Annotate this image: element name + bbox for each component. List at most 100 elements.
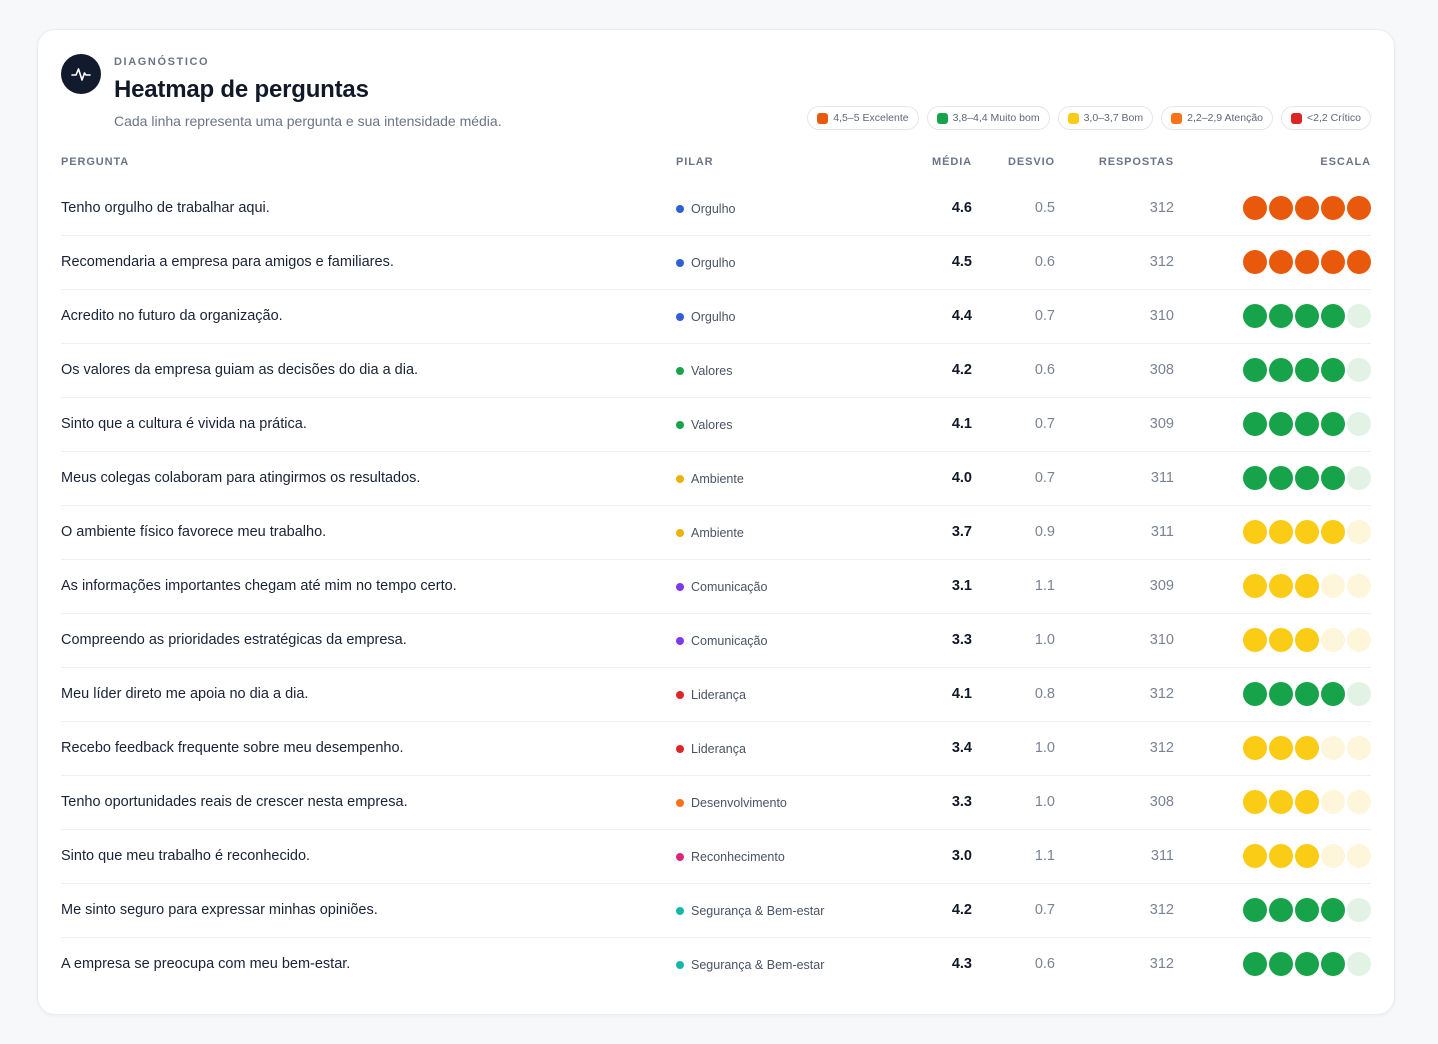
avg-value: 3.4 [951, 740, 972, 756]
section-eyebrow: DIAGNÓSTICO [114, 56, 210, 68]
scale-dot-filled [1243, 682, 1267, 706]
table-row[interactable]: Compreendo as prioridades estratégicas d… [61, 614, 1371, 668]
table-row[interactable]: Meus colegas colaboram para atingirmos o… [61, 452, 1371, 506]
intensity-scale [1243, 466, 1371, 490]
scale-dot-filled [1243, 520, 1267, 544]
pillar-label: Reconhecimento [691, 850, 785, 864]
legend: 4,5–5 Excelente 3,8–4,4 Muito bom 3,0–3,7 … [807, 106, 1371, 130]
table-row[interactable]: Os valores da empresa guiam as decisões … [61, 344, 1371, 398]
legend-label: 3,8–4,4 Muito bom [952, 112, 1040, 124]
legend-label: 3,0–3,7 Bom [1083, 112, 1144, 124]
pillar-dot-icon [676, 529, 684, 537]
pillar-dot-icon [676, 691, 684, 699]
legend-swatch [1067, 112, 1079, 124]
deviation-value: 0.6 [1034, 254, 1055, 270]
table-row[interactable]: O ambiente físico favorece meu trabalho.… [61, 506, 1371, 560]
table-row[interactable]: Recomendaria a empresa para amigos e fam… [61, 236, 1371, 290]
scale-dot-filled [1243, 412, 1267, 436]
intensity-scale [1243, 790, 1371, 814]
intensity-scale [1243, 520, 1371, 544]
scale-dot-filled [1295, 466, 1319, 490]
scale-dot-empty [1321, 628, 1345, 652]
question-text: Me sinto seguro para expressar minhas op… [61, 902, 378, 918]
scale-dot-filled [1269, 790, 1293, 814]
page-title: Heatmap de perguntas [114, 76, 369, 103]
scale-dot-filled [1321, 304, 1345, 328]
legend-chip: 2,2–2,9 Atenção [1161, 106, 1274, 130]
intensity-scale [1243, 844, 1371, 868]
table-row[interactable]: A empresa se preocupa com meu bem-estar.… [61, 938, 1371, 992]
scale-dot-empty [1347, 682, 1371, 706]
scale-dot-filled [1347, 250, 1371, 274]
pillar-dot-icon [676, 313, 684, 321]
question-text: Sinto que a cultura é vivida na prática. [61, 416, 307, 432]
column-header-scale[interactable]: ESCALA [1320, 156, 1371, 168]
scale-dot-empty [1347, 628, 1371, 652]
scale-dot-filled [1347, 196, 1371, 220]
intensity-scale [1243, 358, 1371, 382]
pillar-tag: Orgulho [676, 310, 735, 324]
table-row[interactable]: As informações importantes chegam até mi… [61, 560, 1371, 614]
responses-count: 310 [1149, 632, 1174, 648]
table-row[interactable]: Acredito no futuro da organização. Orgulh… [61, 290, 1371, 344]
avg-value: 4.5 [951, 254, 972, 270]
deviation-value: 0.5 [1034, 200, 1055, 216]
pillar-tag: Desenvolvimento [676, 796, 787, 810]
scale-dot-filled [1269, 304, 1293, 328]
scale-dot-empty [1347, 574, 1371, 598]
pillar-tag: Comunicação [676, 634, 767, 648]
deviation-value: 0.7 [1034, 308, 1055, 324]
table-header: PERGUNTA PILAR MÉDIA DESVIO RESPOSTAS ES… [61, 154, 1371, 174]
question-text: A empresa se preocupa com meu bem-estar. [61, 956, 351, 972]
table-row[interactable]: Recebo feedback frequente sobre meu dese… [61, 722, 1371, 776]
scale-dot-empty [1347, 736, 1371, 760]
column-header-responses[interactable]: RESPOSTAS [1098, 156, 1174, 168]
table-row[interactable]: Tenho oportunidades reais de crescer nes… [61, 776, 1371, 830]
pillar-dot-icon [676, 853, 684, 861]
table-row[interactable]: Meu líder direto me apoia no dia a dia. L… [61, 668, 1371, 722]
table-row[interactable]: Sinto que a cultura é vivida na prática.… [61, 398, 1371, 452]
responses-count: 311 [1150, 524, 1174, 540]
column-header-pillar[interactable]: PILAR [676, 156, 714, 168]
pillar-dot-icon [676, 259, 684, 267]
column-header-avg[interactable]: MÉDIA [932, 156, 972, 168]
scale-dot-filled [1243, 790, 1267, 814]
scale-dot-empty [1321, 844, 1345, 868]
deviation-value: 1.0 [1034, 632, 1055, 648]
table-row[interactable]: Sinto que meu trabalho é reconhecido. Rec… [61, 830, 1371, 884]
intensity-scale [1243, 304, 1371, 328]
scale-dot-empty [1321, 574, 1345, 598]
question-text: Recebo feedback frequente sobre meu dese… [61, 740, 404, 756]
pillar-label: Orgulho [691, 310, 736, 324]
pillar-dot-icon [676, 205, 684, 213]
scale-dot-empty [1347, 412, 1371, 436]
avg-value: 4.4 [951, 308, 972, 324]
pillar-dot-icon [676, 961, 684, 969]
activity-pulse-icon [61, 54, 101, 94]
scale-dot-empty [1347, 952, 1371, 976]
pillar-dot-icon [676, 421, 684, 429]
scale-dot-empty [1321, 736, 1345, 760]
pillar-label: Valores [691, 418, 733, 432]
scale-dot-empty [1347, 898, 1371, 922]
table-row[interactable]: Me sinto seguro para expressar minhas op… [61, 884, 1371, 938]
pillar-label: Orgulho [691, 202, 736, 216]
legend-swatch [817, 112, 829, 124]
pillar-tag: Liderança [676, 742, 746, 756]
scale-dot-filled [1295, 736, 1319, 760]
legend-chip: 3,8–4,4 Muito bom [926, 106, 1050, 130]
column-header-question[interactable]: PERGUNTA [61, 156, 130, 168]
scale-dot-filled [1269, 358, 1293, 382]
scale-dot-empty [1347, 844, 1371, 868]
scale-dot-filled [1243, 250, 1267, 274]
scale-dot-filled [1295, 412, 1319, 436]
deviation-value: 0.7 [1034, 470, 1055, 486]
deviation-value: 0.9 [1034, 524, 1055, 540]
deviation-value: 1.1 [1034, 848, 1055, 864]
table-row[interactable]: Tenho orgulho de trabalhar aqui. Orgulho 4… [61, 182, 1371, 236]
pillar-dot-icon [676, 799, 684, 807]
scale-dot-empty [1347, 790, 1371, 814]
scale-dot-filled [1243, 304, 1267, 328]
scale-dot-filled [1295, 196, 1319, 220]
column-header-dev[interactable]: DESVIO [1008, 156, 1055, 168]
